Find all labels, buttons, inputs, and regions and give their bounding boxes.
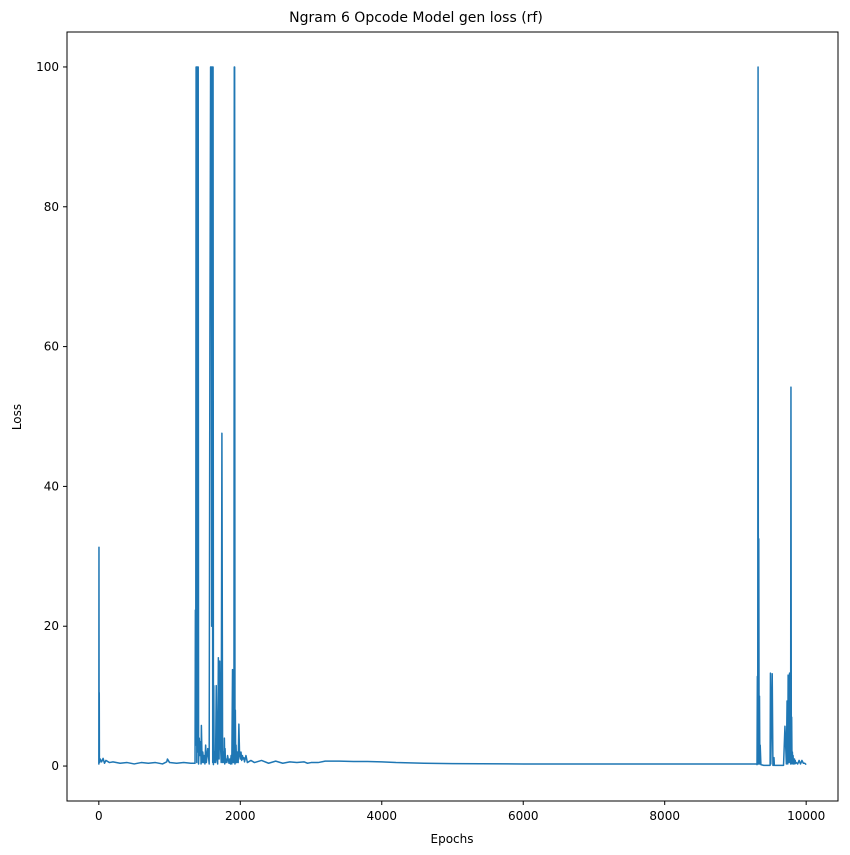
plot-area — [66, 31, 839, 802]
y-axis: 0 20 40 60 80 100 — [36, 60, 67, 773]
y-tick-label: 0 — [51, 759, 59, 773]
y-tick-label: 20 — [44, 619, 59, 633]
x-axis: 0 2000 4000 6000 8000 10000 — [95, 801, 825, 823]
y-tick-label: 100 — [36, 60, 59, 74]
x-tick-label: 0 — [95, 809, 103, 823]
x-tick-label: 10000 — [787, 809, 825, 823]
x-tick-label: 6000 — [508, 809, 539, 823]
chart-title: Ngram 6 Opcode Model gen loss (rf) — [289, 10, 543, 26]
y-axis-label: Loss — [10, 404, 24, 430]
loss-series-line — [98, 66, 807, 767]
y-tick-label: 40 — [44, 479, 59, 493]
x-tick-label: 2000 — [225, 809, 256, 823]
x-axis-label: Epochs — [431, 832, 474, 846]
y-tick-label: 80 — [44, 200, 59, 214]
x-tick-label: 4000 — [366, 809, 397, 823]
x-tick-label: 8000 — [649, 809, 680, 823]
y-tick-label: 60 — [44, 340, 59, 354]
plot-frame — [66, 31, 839, 802]
